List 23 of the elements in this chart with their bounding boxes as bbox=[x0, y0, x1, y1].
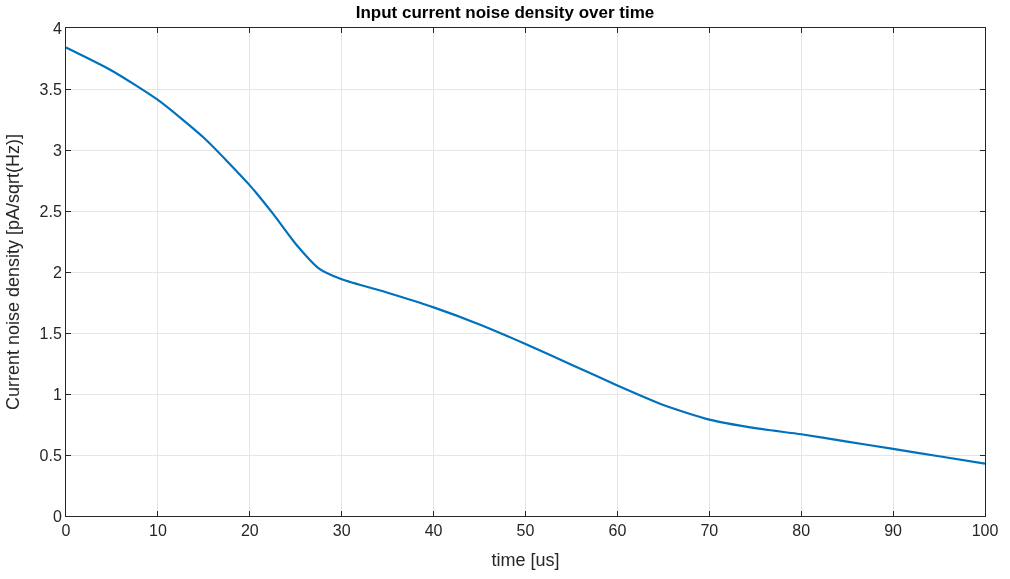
x-tick-label: 20 bbox=[240, 522, 259, 540]
y-tick-label: 0 bbox=[52, 507, 62, 525]
y-tick-label: 1 bbox=[52, 385, 62, 403]
y-tick-label: 4 bbox=[52, 19, 62, 37]
x-axis-title: time [us] bbox=[491, 550, 560, 571]
x-tick-label: 70 bbox=[700, 522, 719, 540]
y-tick-label: 0.5 bbox=[39, 446, 62, 464]
y-tick-label: 2.5 bbox=[39, 202, 62, 220]
x-tick-label: 60 bbox=[608, 522, 627, 540]
line-series bbox=[66, 46, 985, 465]
x-tick-label: 30 bbox=[332, 522, 351, 540]
x-tick-label: 90 bbox=[884, 522, 903, 540]
y-axis-title: Current noise density [pA/sqrt(Hz)] bbox=[2, 133, 23, 411]
y-tick-label: 2 bbox=[52, 263, 62, 281]
x-tick-label: 50 bbox=[516, 522, 535, 540]
x-tick-label: 80 bbox=[792, 522, 811, 540]
x-tick-label: 10 bbox=[149, 522, 167, 540]
x-tick-label: 100 bbox=[971, 522, 999, 540]
chart-title: Input current noise density over time bbox=[355, 2, 655, 22]
y-tick-label: 3.5 bbox=[39, 80, 62, 98]
y-tick-label: 3 bbox=[52, 141, 62, 159]
y-tick-label: 1.5 bbox=[39, 324, 62, 342]
x-tick-label: 40 bbox=[424, 522, 443, 540]
